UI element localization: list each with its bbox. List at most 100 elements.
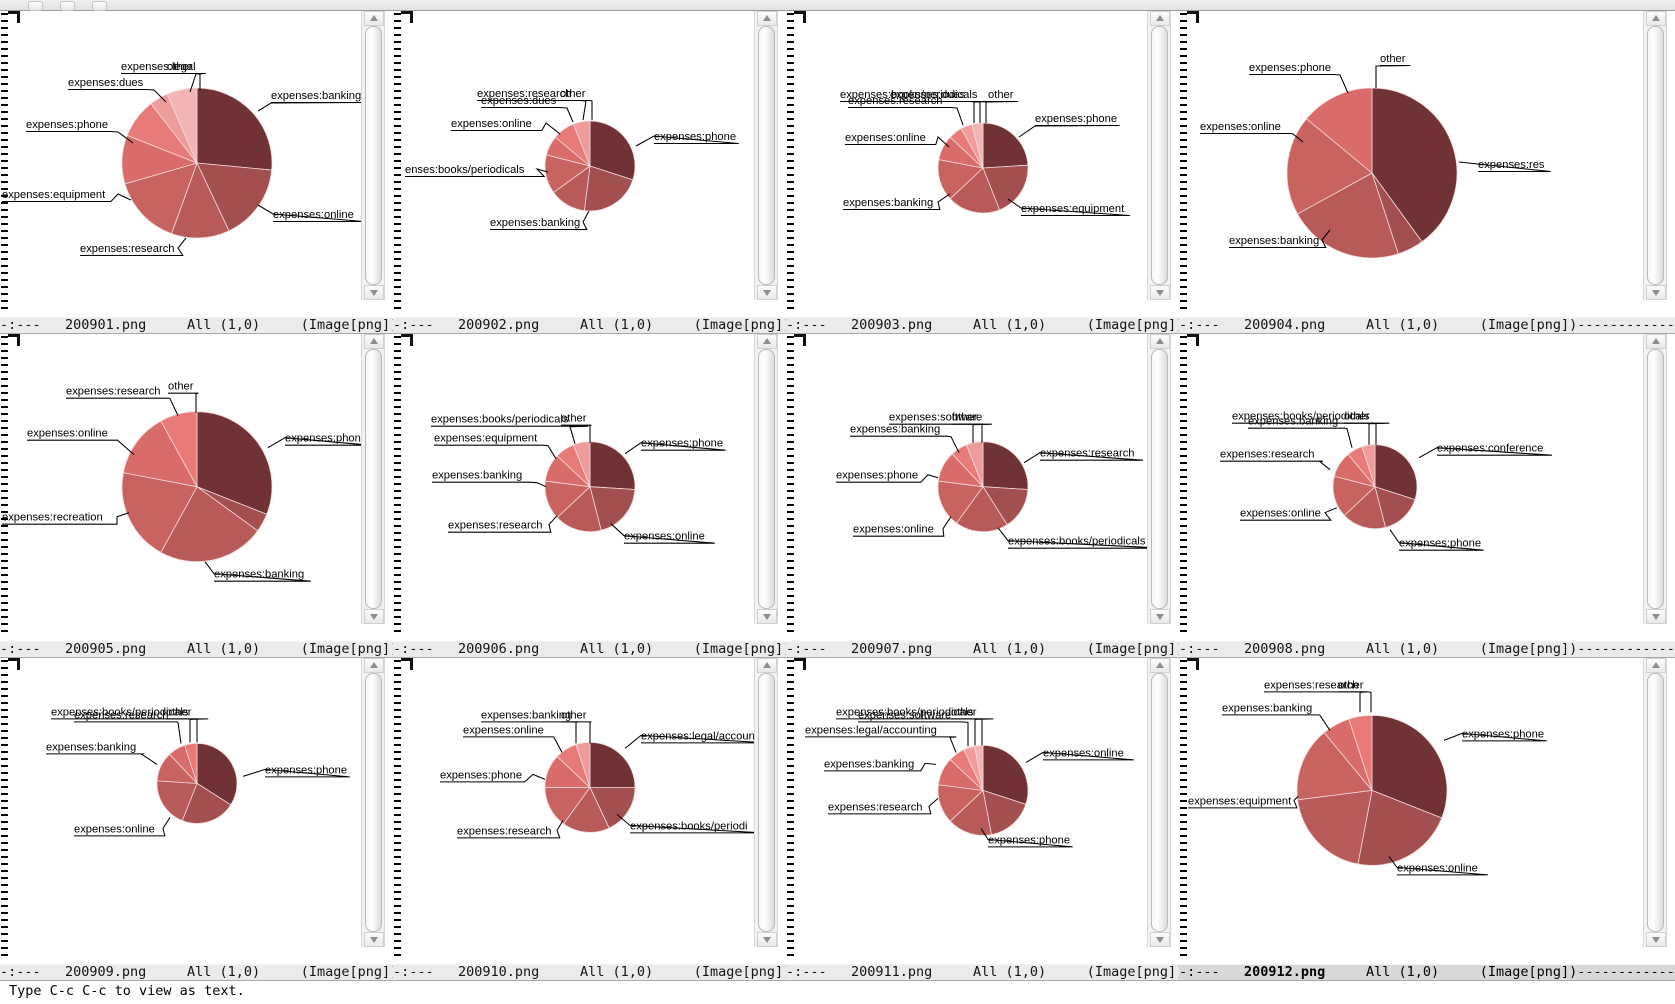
window-body[interactable]: expenses:online expenses:phone expenses:re… [786, 657, 1179, 964]
pie-chart-image-200905[interactable]: other expenses:phone expenses:banking expen… [0, 334, 393, 640]
modeline-200904[interactable]: -:--- 200904.png All (1,0) (Image[png])-… [1179, 317, 1675, 335]
pie-chart-image-200911[interactable]: expenses:online expenses:phone expenses:re… [786, 658, 1179, 964]
window-body[interactable]: expenses:phone expenses:equipment expenses… [786, 11, 1179, 318]
window-body[interactable]: expenses:banking expenses:online expenses:… [0, 11, 393, 318]
pie-chart-image-200910[interactable]: expenses:legal/accoun expenses:books/peri… [393, 658, 786, 964]
scrollbar-thumb[interactable] [758, 672, 775, 932]
scrollbar-thumb[interactable] [758, 26, 775, 286]
scroll-up-arrow-icon[interactable] [1150, 334, 1170, 350]
emacs-window-200909[interactable]: expenses:phone expenses:online expenses:ba… [0, 657, 393, 981]
emacs-window-200908[interactable]: expenses:conference expenses:phone expense… [1179, 334, 1675, 658]
scroll-up-arrow-icon[interactable] [1646, 11, 1666, 26]
scroll-up-arrow-icon[interactable] [364, 657, 384, 673]
modeline-200912[interactable]: -:--- 200912.png All (1,0) (Image[png])-… [1179, 963, 1675, 981]
modeline-200902[interactable]: -:--- 200902.png All (1,0) (Image[png])-… [393, 317, 786, 335]
emacs-window-200910[interactable]: expenses:legal/accoun expenses:books/peri… [393, 657, 786, 981]
emacs-window-200906[interactable]: expenses:phone expenses:online expenses:re… [393, 334, 786, 658]
scroll-down-arrow-icon[interactable] [1150, 931, 1170, 947]
scroll-down-arrow-icon[interactable] [1646, 931, 1666, 947]
scroll-up-arrow-icon[interactable] [757, 11, 777, 26]
scroll-down-arrow-icon[interactable] [364, 608, 384, 624]
vertical-scrollbar[interactable] [1147, 657, 1171, 947]
window-body[interactable]: expenses:phone expenses:banking enses:book… [393, 11, 786, 318]
vertical-scrollbar[interactable] [361, 657, 385, 947]
vertical-scrollbar[interactable] [1147, 334, 1171, 624]
emacs-window-200911[interactable]: expenses:online expenses:phone expenses:re… [786, 657, 1179, 981]
window-body[interactable]: expenses:conference expenses:phone expense… [1179, 334, 1675, 641]
scrollbar-thumb[interactable] [365, 672, 382, 932]
scroll-down-arrow-icon[interactable] [757, 931, 777, 947]
scroll-up-arrow-icon[interactable] [757, 657, 777, 673]
scroll-down-arrow-icon[interactable] [1150, 285, 1170, 301]
scroll-up-arrow-icon[interactable] [1150, 657, 1170, 673]
scrollbar-thumb[interactable] [365, 349, 382, 609]
scroll-down-arrow-icon[interactable] [757, 608, 777, 624]
scrollbar-thumb[interactable] [1151, 349, 1168, 609]
modeline-200909[interactable]: -:--- 200909.png All (1,0) (Image[png])-… [0, 963, 393, 981]
pie-chart-image-200904[interactable]: other expenses:res expenses:banking expense… [1179, 11, 1675, 317]
modeline-200906[interactable]: -:--- 200906.png All (1,0) (Image[png])-… [393, 640, 786, 658]
scroll-up-arrow-icon[interactable] [757, 334, 777, 350]
scrollbar-thumb[interactable] [1647, 349, 1664, 609]
window-body[interactable]: expenses:phone expenses:online expenses:re… [393, 334, 786, 641]
vertical-scrollbar[interactable] [1643, 11, 1667, 301]
emacs-window-200902[interactable]: expenses:phone expenses:banking enses:book… [393, 11, 786, 335]
vertical-scrollbar[interactable] [1643, 334, 1667, 624]
scroll-up-arrow-icon[interactable] [364, 11, 384, 26]
pie-chart-image-200907[interactable]: expenses:research expenses:books/periodic… [786, 334, 1179, 640]
scroll-up-arrow-icon[interactable] [1646, 334, 1666, 350]
scroll-up-arrow-icon[interactable] [1646, 657, 1666, 673]
modeline-200908[interactable]: -:--- 200908.png All (1,0) (Image[png])-… [1179, 640, 1675, 658]
modeline-200901[interactable]: -:--- 200901.png All (1,0) (Image[png])-… [0, 317, 393, 335]
vertical-scrollbar[interactable] [1147, 11, 1171, 301]
scrollbar-thumb[interactable] [1151, 672, 1168, 932]
modeline-200903[interactable]: -:--- 200903.png All (1,0) (Image[png])-… [786, 317, 1179, 335]
emacs-window-200904[interactable]: other expenses:res expenses:banking expense… [1179, 11, 1675, 335]
pie-chart-image-200906[interactable]: expenses:phone expenses:online expenses:re… [393, 334, 786, 640]
window-body[interactable]: expenses:legal/accoun expenses:books/peri… [393, 657, 786, 964]
scroll-down-arrow-icon[interactable] [757, 285, 777, 301]
modeline-200911[interactable]: -:--- 200911.png All (1,0) (Image[png])-… [786, 963, 1179, 981]
scroll-down-arrow-icon[interactable] [1646, 608, 1666, 624]
scroll-up-arrow-icon[interactable] [1150, 11, 1170, 26]
vertical-scrollbar[interactable] [361, 334, 385, 624]
window-body[interactable]: expenses:phone expenses:online expenses:eq… [1179, 657, 1675, 964]
vertical-scrollbar[interactable] [1643, 657, 1667, 947]
scroll-down-arrow-icon[interactable] [364, 931, 384, 947]
window-body[interactable]: other expenses:phone expenses:banking expen… [0, 334, 393, 641]
window-body[interactable]: other expenses:res expenses:banking expense… [1179, 11, 1675, 318]
scrollbar-thumb[interactable] [1647, 26, 1664, 286]
pie-chart-image-200903[interactable]: expenses:phone expenses:equipment expenses… [786, 11, 1179, 317]
pie-chart-image-200901[interactable]: expenses:banking expenses:online expenses:… [0, 11, 393, 317]
window-body[interactable]: expenses:phone expenses:online expenses:ba… [0, 657, 393, 964]
scroll-up-arrow-icon[interactable] [364, 334, 384, 350]
toolbar-button-1[interactable] [28, 1, 43, 11]
pie-chart-image-200909[interactable]: expenses:phone expenses:online expenses:ba… [0, 658, 393, 964]
scroll-down-arrow-icon[interactable] [364, 285, 384, 301]
scrollbar-thumb[interactable] [758, 349, 775, 609]
vertical-scrollbar[interactable] [754, 657, 778, 947]
modeline-200905[interactable]: -:--- 200905.png All (1,0) (Image[png])-… [0, 640, 393, 658]
modeline-200910[interactable]: -:--- 200910.png All (1,0) (Image[png])-… [393, 963, 786, 981]
vertical-scrollbar[interactable] [754, 334, 778, 624]
scrollbar-thumb[interactable] [1151, 26, 1168, 286]
modeline-200907[interactable]: -:--- 200907.png All (1,0) (Image[png])-… [786, 640, 1179, 658]
pie-slice-label: expenses:phone [988, 834, 1070, 846]
pie-chart-image-200912[interactable]: expenses:phone expenses:online expenses:eq… [1179, 658, 1675, 964]
window-body[interactable]: expenses:research expenses:books/periodic… [786, 334, 1179, 641]
emacs-window-200901[interactable]: expenses:banking expenses:online expenses:… [0, 11, 393, 335]
emacs-window-200912[interactable]: expenses:phone expenses:online expenses:eq… [1179, 657, 1675, 981]
emacs-window-200905[interactable]: other expenses:phone expenses:banking expen… [0, 334, 393, 658]
scroll-down-arrow-icon[interactable] [1150, 608, 1170, 624]
scroll-down-arrow-icon[interactable] [1646, 285, 1666, 301]
scrollbar-thumb[interactable] [365, 26, 382, 286]
pie-chart-image-200902[interactable]: expenses:phone expenses:banking enses:book… [393, 11, 786, 317]
vertical-scrollbar[interactable] [361, 11, 385, 301]
toolbar-button-3[interactable] [92, 1, 107, 11]
emacs-window-200907[interactable]: expenses:research expenses:books/periodic… [786, 334, 1179, 658]
emacs-window-200903[interactable]: expenses:phone expenses:equipment expenses… [786, 11, 1179, 335]
toolbar-button-2[interactable] [60, 1, 75, 11]
vertical-scrollbar[interactable] [754, 11, 778, 301]
pie-chart-image-200908[interactable]: expenses:conference expenses:phone expense… [1179, 334, 1675, 640]
scrollbar-thumb[interactable] [1647, 672, 1664, 932]
